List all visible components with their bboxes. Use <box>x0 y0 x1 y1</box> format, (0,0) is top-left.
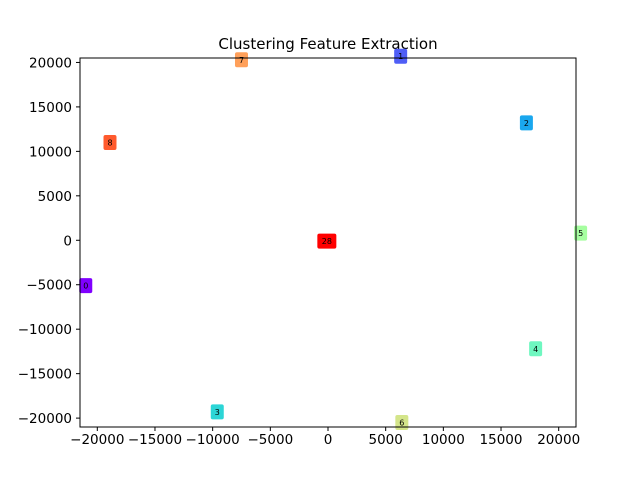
data-point-marker <box>394 48 408 64</box>
y-tick-label: 0 <box>63 233 72 249</box>
data-point-label: 28 <box>322 237 332 246</box>
data-point-label: 7 <box>239 56 244 65</box>
x-tick-label: −5000 <box>247 432 293 448</box>
data-point-label: 8 <box>107 138 112 147</box>
data-point: 28 <box>317 233 337 249</box>
y-tick-label: −10000 <box>18 322 72 338</box>
y-tick-label: −15000 <box>18 367 72 383</box>
x-tick-label: −15000 <box>128 432 182 448</box>
data-point: 3 <box>210 404 224 420</box>
data-point-marker <box>395 415 409 431</box>
x-tick-label: −10000 <box>186 432 240 448</box>
data-point-marker <box>574 225 588 241</box>
data-point-label: 3 <box>215 408 220 417</box>
data-point-marker <box>103 134 117 150</box>
x-tick-label: 15000 <box>480 432 523 448</box>
data-point: 4 <box>529 341 543 357</box>
data-point-label: 5 <box>578 229 583 238</box>
x-tick-label: 10000 <box>422 432 465 448</box>
data-point: 0 <box>79 278 93 294</box>
y-tick-label: −5000 <box>26 278 72 294</box>
data-point-label: 4 <box>533 345 538 354</box>
y-tick-label: 20000 <box>29 55 72 71</box>
data-point-label: 1 <box>398 52 403 61</box>
y-tick-label: 15000 <box>29 100 72 116</box>
data-point-marker <box>234 52 248 68</box>
x-axis: −20000 −15000 −10000 −5000 0 5000 10000 15000 20… <box>70 427 580 448</box>
data-point-label: 0 <box>83 282 88 291</box>
data-point-label: 2 <box>524 119 529 128</box>
y-tick-label: 10000 <box>29 144 72 160</box>
data-point-label: 6 <box>399 419 404 428</box>
data-point-marker <box>210 404 224 420</box>
data-point-marker <box>317 233 337 249</box>
data-point-marker <box>529 341 543 357</box>
points-layer: 0 1 2 3 4 5 6 7 8 28 <box>79 48 588 431</box>
x-tick-label: 20000 <box>537 432 580 448</box>
chart-title: Clustering Feature Extraction <box>218 35 437 53</box>
data-point: 6 <box>395 415 409 431</box>
data-point: 7 <box>234 52 248 68</box>
y-tick-label: −20000 <box>18 411 72 427</box>
y-axis: 20000 15000 10000 5000 0 −5000 −10000 −15000 −20… <box>18 55 80 427</box>
data-point: 5 <box>574 225 588 241</box>
x-tick-label: 0 <box>324 432 333 448</box>
data-point-marker <box>519 115 533 131</box>
data-point-marker <box>79 278 93 294</box>
x-tick-label: −20000 <box>70 432 124 448</box>
data-point: 1 <box>394 48 408 64</box>
x-tick-label: 5000 <box>368 432 402 448</box>
y-tick-label: 5000 <box>38 189 72 205</box>
data-point: 2 <box>519 115 533 131</box>
data-point: 8 <box>103 134 117 150</box>
